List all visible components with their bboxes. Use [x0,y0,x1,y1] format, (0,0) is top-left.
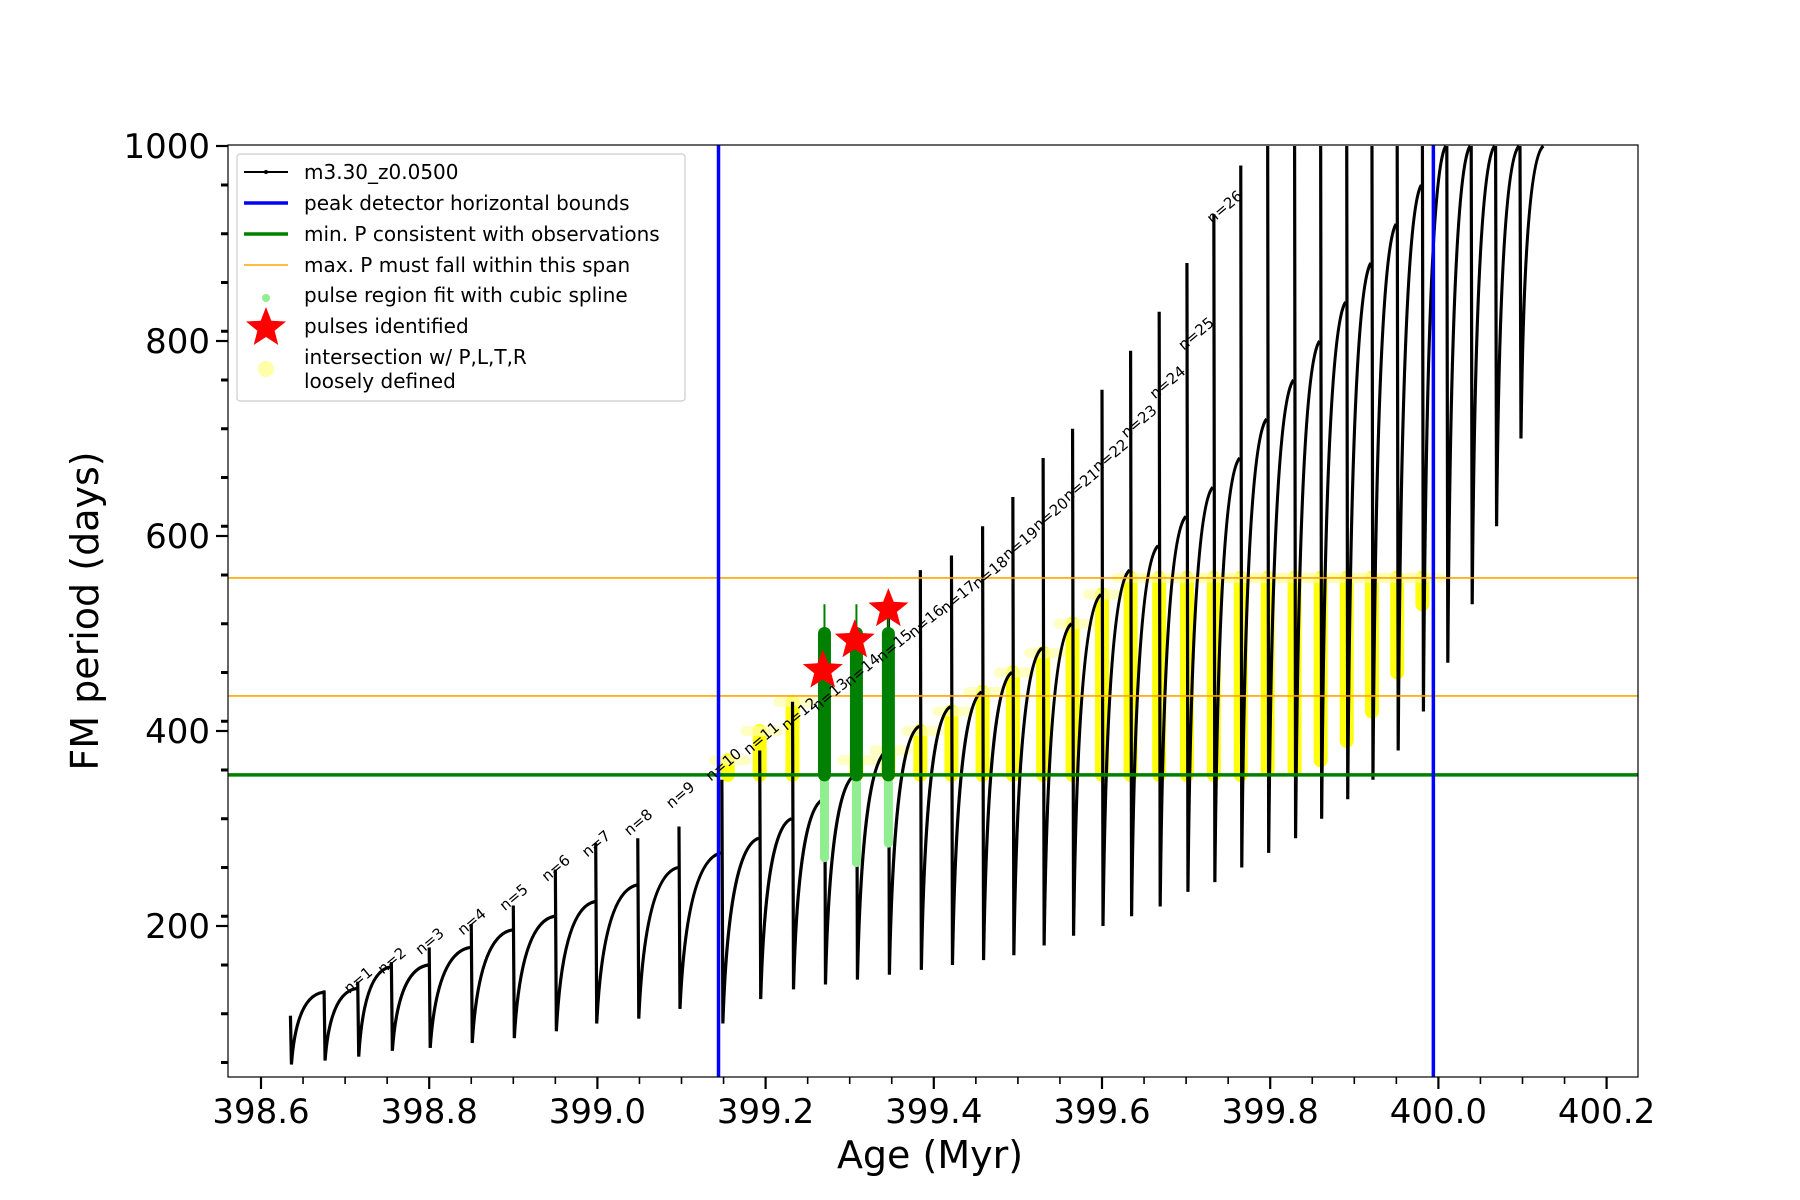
legend-label-6: intersection w/ P,L,T,R [304,345,527,369]
pulse-cycle-25 [1128,350,1160,917]
pulse-cycle-1 [288,990,324,1065]
x-tick-label-7: 400.0 [1390,1092,1487,1132]
x-tick-label-6: 399.8 [1222,1092,1319,1132]
x-tick-label-1: 398.8 [381,1092,478,1132]
x-tick-label-8: 400.2 [1558,1092,1655,1132]
pulse-cycle-34 [1370,145,1398,780]
pulse-cycle-31 [1292,145,1322,839]
legend-label-3: max. P must fall within this span [304,253,630,277]
legend-handle-dot [262,294,270,302]
pulse-cycle-3 [356,965,391,1057]
pulse-cycle-35 [1395,145,1423,751]
identified-pulse-stars [802,588,909,688]
pulse-cycle-24 [1100,389,1131,927]
legend-handle-track-dot [264,170,268,174]
pulse-cycle-29 [1239,165,1268,868]
model-track [288,145,1545,1065]
x-axis-label: Age (Myr) [837,1133,1023,1177]
pulse-cycle-32 [1319,145,1348,819]
pulse-cycle-27 [1185,262,1215,892]
x-axis: 398.6 398.8 399.0 399.2 399.4 399.6 399.8 400.0… [212,1077,1655,1132]
y-tick-label-0: 200 [145,907,210,947]
pulse-cycle-16 [854,628,889,980]
legend-label-0: m3.30_z0.0500 [304,160,459,184]
x-tick-label-4: 399.4 [885,1092,982,1132]
y-axis: 200 400 600 800 1000 [123,127,228,1064]
x-tick-label-2: 399.0 [549,1092,646,1132]
pulse-cycle-12 [720,779,760,1024]
legend-label-5: pulses identified [304,314,469,338]
pulse-cycle-40 [1518,145,1545,439]
y-axis-label: FM period (days) [63,451,107,770]
pulse-cycle-6 [469,924,513,1044]
y-tick-label-3: 800 [145,322,210,362]
pulse-star-0 [802,649,843,688]
pulse-cycle-11 [677,826,722,1009]
x-tick-label-3: 399.2 [717,1092,814,1132]
legend-label-2: min. P consistent with observations [304,222,660,246]
pulse-cycle-38 [1469,145,1496,605]
legend-label-4: pulse region fit with cubic spline [304,283,628,307]
legend-label-1: peak detector horizontal bounds [304,191,630,215]
pulse-cycle-8 [553,869,596,1032]
pulse-cycle-7 [511,905,555,1039]
pulse-cycle-15 [822,662,857,985]
pulse-cycle-5 [427,945,471,1048]
pulse-cycle-26 [1157,311,1188,907]
pulse-cycle-18 [918,570,952,970]
legend-label-6-line2: loosely defined [304,369,456,393]
pulse-cycle-10 [636,838,679,1019]
legend-box [236,153,686,402]
pulse-cycle-4 [389,962,429,1051]
pulse-cycle-22 [1041,457,1073,946]
pulse-cycle-20 [980,526,1013,961]
pulse-cycle-28 [1212,214,1242,883]
legend-handle-circle [258,361,274,377]
y-tick-label-2: 600 [145,517,210,557]
y-tick-label-4: 1000 [123,127,210,167]
vertical-reference-lines [716,145,1436,1077]
pulse-cycle-17 [886,594,921,975]
x-tick-label-0: 398.6 [212,1092,309,1132]
legend-handle-star [246,307,286,345]
pulse-cycle-21 [1011,496,1044,956]
pulse-star-1 [834,619,875,658]
x-tick-label-5: 399.6 [1053,1092,1150,1132]
pulse-cycle-36 [1420,145,1448,712]
pulse-cycle-39 [1493,145,1521,527]
pulse-cycle-2 [322,986,358,1061]
pulse-cycle-37 [1445,145,1472,663]
pulse-cycle-13 [758,750,793,1000]
pulse-cycle-23 [1070,428,1103,936]
horizontal-reference-lines [228,577,1638,777]
pulse-cycle-30 [1266,145,1295,853]
pulse-cycle-14 [790,701,825,990]
pulse-cycle-33 [1345,145,1373,800]
pulse-star-2 [868,588,909,627]
y-tick-label-1: 400 [145,712,210,752]
pulse-cycle-9 [594,843,638,1024]
